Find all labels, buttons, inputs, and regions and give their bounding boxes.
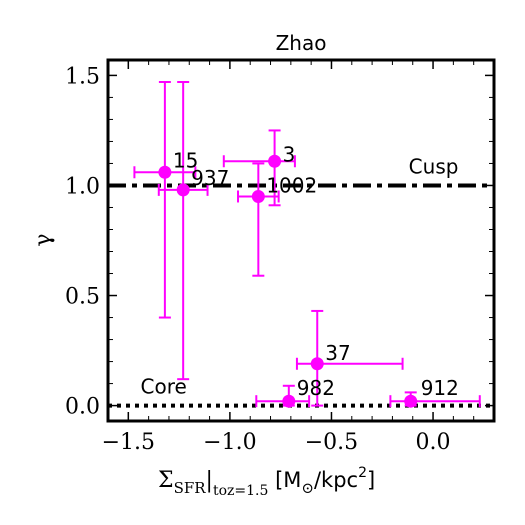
errorbars [133, 81, 481, 408]
x-axis-label-sup: 2 [358, 465, 367, 481]
y-axis-ticks: 0.0 0.5 1.0 1.5 [65, 64, 494, 420]
x-axis-label-end: ] [367, 468, 375, 492]
reference-labels: Cusp Core [141, 154, 459, 398]
x-axis-ticks: −1.5 −1.0 −0.5 0.0 [102, 60, 495, 455]
chart-title: Zhao [276, 31, 327, 55]
plot-frame [106, 58, 496, 423]
x-axis-label-sigma: Σ [158, 468, 174, 493]
data-point-937 [176, 183, 190, 197]
y-tick-label: 1.0 [65, 174, 100, 199]
x-tick-label: −0.5 [305, 430, 358, 455]
x-axis-label-subsub: toz=1.5 [213, 483, 268, 499]
data-point-15 [158, 165, 172, 179]
point-label-1002: 1002 [266, 173, 317, 197]
point-label-912: 912 [421, 376, 459, 400]
x-axis-label-sub: SFR [174, 479, 207, 497]
markers [158, 154, 418, 408]
data-point-982 [282, 394, 296, 408]
reference-label-cusp: Cusp [409, 154, 459, 178]
x-axis-label-units: [M [268, 468, 301, 492]
data-point-1002 [251, 189, 265, 203]
y-tick-label: 0.5 [65, 285, 100, 310]
y-tick-label: 1.5 [65, 64, 100, 89]
x-tick-label: 0.0 [416, 430, 451, 455]
reference-lines [108, 183, 494, 408]
y-axis-label: γ [31, 233, 56, 246]
x-axis-label-bar: | [206, 468, 213, 493]
point-label-3: 3 [283, 142, 296, 166]
x-axis-label-units2: /kpc [314, 468, 358, 492]
point-label-937: 937 [191, 166, 229, 190]
point-label-15: 15 [173, 148, 198, 172]
y-tick-label: 0.0 [65, 395, 100, 420]
x-axis-label: ΣSFR|toz=1.5 [M⊙/kpc2] [158, 465, 375, 499]
point-label-37: 37 [325, 341, 350, 365]
reference-label-core: Core [141, 375, 187, 399]
x-tick-label: −1.0 [203, 430, 256, 455]
data-point-37 [310, 357, 324, 371]
x-axis-label-sun: ⊙ [301, 479, 314, 497]
x-tick-label: −1.5 [102, 430, 155, 455]
data-point-912 [404, 394, 418, 408]
point-label-982: 982 [297, 376, 335, 400]
data-point-3 [268, 154, 282, 168]
